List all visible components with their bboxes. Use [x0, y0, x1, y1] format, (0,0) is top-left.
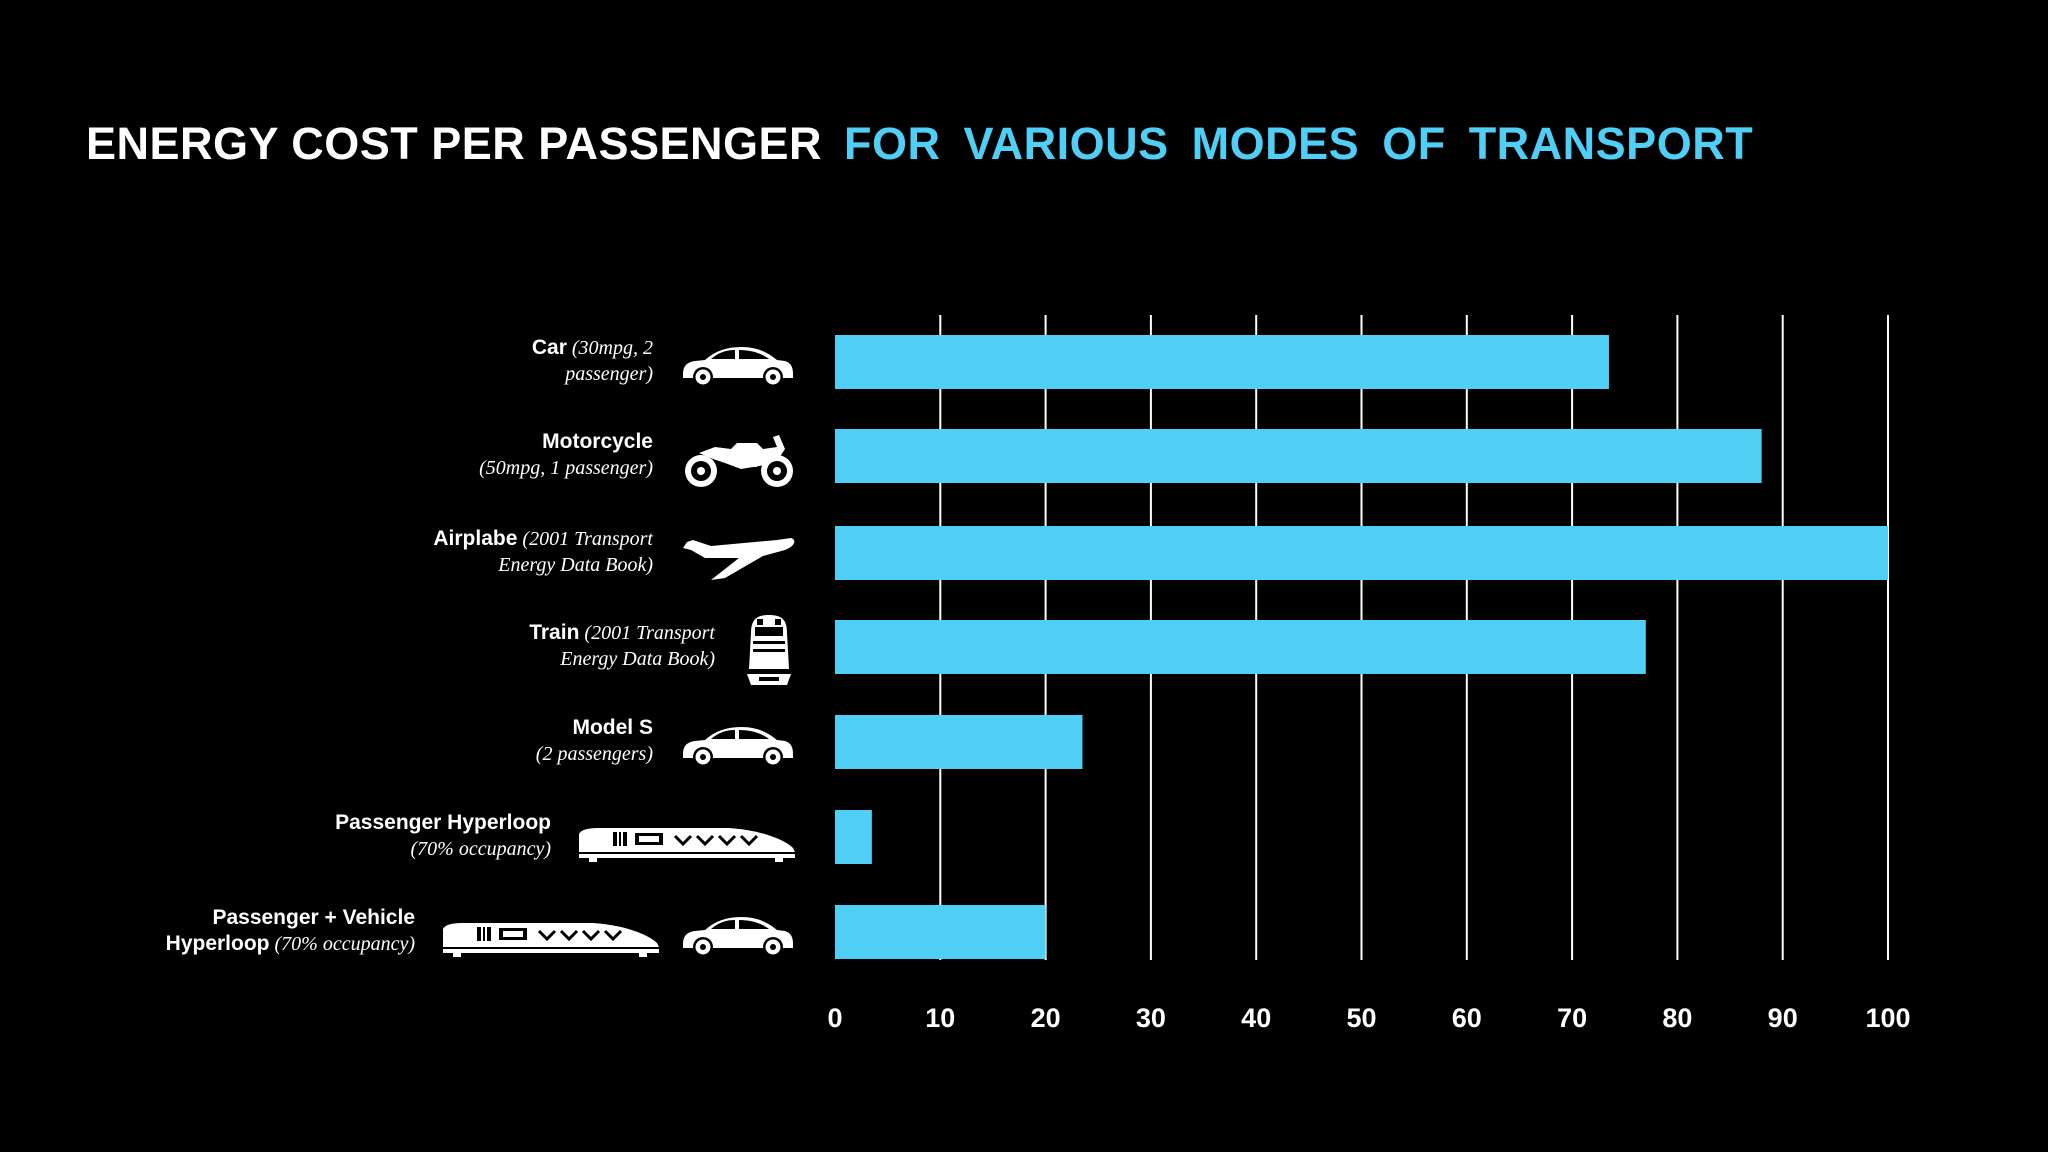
category-label: Model S: [572, 716, 653, 739]
bar-motorcycle: [835, 429, 1762, 483]
x-tick-label: 60: [1452, 1003, 1482, 1033]
category-label: (50mpg, 1 passenger): [479, 457, 653, 479]
x-tick-label: 70: [1557, 1003, 1587, 1033]
bar-car: [835, 335, 1609, 389]
x-tick-label: 10: [925, 1003, 955, 1033]
x-tick-label: 40: [1241, 1003, 1271, 1033]
category-label: Car (30mpg, 2: [532, 336, 653, 359]
category-label: Energy Data Book): [559, 648, 715, 670]
category-label: Airplabe (2001 Transport: [433, 527, 653, 550]
category-label: Passenger + Vehicle: [212, 906, 415, 929]
car-icon: [683, 347, 793, 387]
x-tick-label: 90: [1768, 1003, 1798, 1033]
bar-train: [835, 620, 1646, 674]
category-label: Train (2001 Transport: [529, 621, 715, 644]
x-tick-label: 80: [1662, 1003, 1692, 1033]
bar-model-s: [835, 715, 1083, 769]
chart-title-part1: ENERGY COST PER PASSENGER: [86, 118, 822, 169]
category-label: passenger): [563, 363, 653, 385]
category-label: Motorcycle: [542, 430, 653, 453]
airplane-icon: [683, 538, 795, 580]
hyperloop-icon: [577, 826, 797, 864]
bar-passenger-hyperloop: [835, 810, 872, 864]
category-label: Passenger Hyperloop: [335, 811, 551, 834]
hyperloop-icon: [441, 921, 661, 959]
x-tick-label: 50: [1346, 1003, 1376, 1033]
car-icon: [683, 917, 793, 957]
car-icon: [683, 727, 793, 767]
train-icon: [747, 615, 791, 685]
chart-title-part2: FOR VARIOUS MODES OF TRANSPORT: [844, 118, 1754, 169]
x-tick-label: 100: [1865, 1003, 1910, 1033]
category-label: Energy Data Book): [497, 554, 653, 576]
x-tick-label: 30: [1136, 1003, 1166, 1033]
x-tick-label: 20: [1031, 1003, 1061, 1033]
bar-passenger-vehicle-hyperloop: [835, 905, 1046, 959]
chart-title: ENERGY COST PER PASSENGER FOR VARIOUS MOD…: [86, 118, 1753, 170]
category-label: (2 passengers): [536, 743, 654, 765]
motorcycle-icon: [685, 435, 793, 487]
category-label: (70% occupancy): [411, 838, 552, 860]
x-tick-label: 0: [827, 1003, 842, 1033]
category-label: Hyperloop (70% occupancy): [166, 932, 416, 955]
bar-airplabe: [835, 526, 1888, 580]
